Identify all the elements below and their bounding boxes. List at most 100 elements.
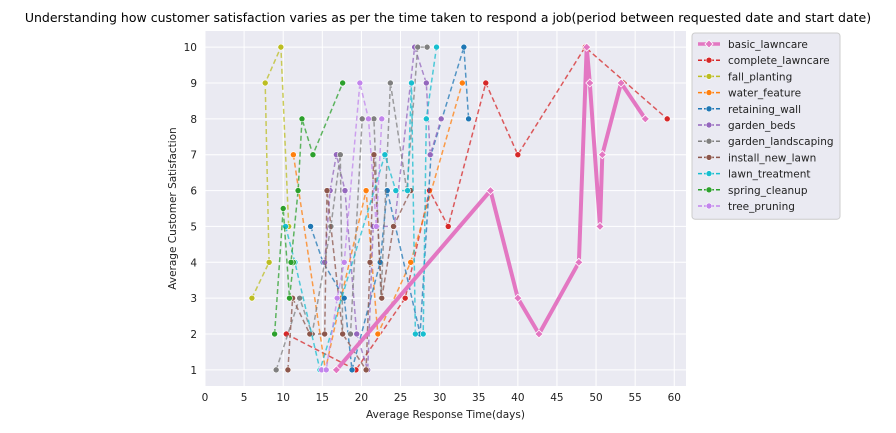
x-tick-label: 10 (277, 392, 290, 404)
data-point (407, 258, 414, 266)
series-layer (248, 42, 671, 375)
legend-label: lawn_treatment (728, 169, 811, 181)
x-tick-label: 5 (241, 392, 248, 404)
data-point (597, 150, 607, 160)
data-point (287, 258, 295, 266)
data-point (459, 79, 466, 87)
legend-box (691, 32, 841, 220)
series-fall-planting (248, 43, 292, 302)
data-point (261, 79, 269, 87)
data-point (414, 43, 422, 51)
data-point (419, 330, 427, 338)
data-point (283, 330, 290, 338)
data-point (365, 115, 372, 123)
x-tick-label: 55 (628, 392, 641, 404)
data-point (296, 294, 303, 302)
data-point (423, 43, 431, 51)
data-point (322, 366, 330, 374)
data-point (348, 366, 356, 374)
data-point (616, 78, 626, 88)
legend-item: complete_lawncare (698, 55, 830, 67)
series-line (321, 82, 383, 371)
legend-marker (705, 105, 713, 113)
series-line (284, 46, 438, 371)
x-tick-label: 35 (472, 392, 485, 404)
series-line (273, 82, 344, 335)
data-point (514, 151, 522, 159)
legend-label: install_new_lawn (728, 152, 816, 164)
data-point (408, 79, 415, 87)
data-point (370, 151, 378, 159)
data-point (321, 330, 328, 338)
data-point (534, 329, 544, 339)
legend-label: retaining_wall (728, 104, 801, 116)
legend-marker (705, 89, 713, 96)
legend-item: install_new_lawn (698, 152, 816, 164)
legend-item: garden_landscaping (698, 136, 834, 148)
data-point (341, 187, 349, 194)
data-point (482, 79, 490, 87)
data-point (392, 187, 400, 194)
data-point (358, 115, 366, 123)
data-point (513, 293, 523, 303)
legend-marker (705, 56, 713, 64)
chart-title: Understanding how customer satisfaction … (25, 10, 871, 25)
series-tree-pruning (318, 79, 386, 374)
data-point (282, 223, 289, 230)
legend-marker (705, 186, 713, 194)
data-point (378, 294, 386, 302)
y-tick-label: 4 (190, 257, 197, 269)
y-tick-label: 2 (190, 329, 197, 341)
data-point (337, 151, 344, 159)
x-tick-label: 15 (316, 392, 329, 404)
data-point (426, 151, 434, 159)
x-tick-label: 0 (202, 392, 209, 404)
data-point (362, 366, 370, 374)
data-point (574, 257, 584, 267)
data-point (423, 115, 430, 123)
y-tick-label: 6 (190, 186, 197, 198)
y-tick-label: 1 (190, 365, 197, 377)
data-point (339, 330, 346, 338)
legend-marker (705, 154, 713, 161)
legend: basic_lawncare complete_lawncare fall_plan… (691, 32, 841, 220)
data-point (277, 43, 285, 51)
y-axis-ticks: 1 2 3 4 5 6 7 8 9 10 (184, 42, 198, 377)
series-spring-cleanup (271, 79, 346, 338)
legend-item: lawn_treatment (698, 169, 811, 181)
x-tick-label: 30 (433, 392, 446, 404)
data-point (401, 294, 409, 302)
legend-item: fall_planting (698, 71, 792, 83)
data-point (356, 79, 364, 87)
x-axis-ticks: 0 5 10 15 20 25 30 35 40 45 50 55 60 (202, 392, 681, 404)
legend-label: garden_beds (728, 120, 796, 132)
y-tick-label: 3 (190, 293, 197, 305)
data-point (595, 221, 605, 231)
x-axis-label: Average Response Time(days) (366, 409, 525, 421)
data-point (437, 115, 445, 123)
legend-item: water_feature (698, 88, 801, 100)
data-point (378, 115, 386, 123)
data-point (465, 115, 472, 123)
data-point (248, 294, 256, 302)
data-point (390, 223, 397, 230)
y-tick-label: 8 (190, 114, 197, 126)
data-point (362, 187, 370, 194)
data-point (284, 366, 292, 374)
legend-marker (705, 202, 713, 210)
data-point (404, 187, 411, 194)
data-point (279, 205, 287, 212)
legend-marker (705, 170, 713, 177)
x-tick-label: 50 (589, 392, 602, 404)
legend-item: tree_pruning (698, 201, 795, 213)
data-point (433, 43, 440, 51)
data-point (286, 294, 293, 302)
data-point (347, 330, 354, 338)
y-tick-label: 10 (184, 42, 197, 54)
data-point (381, 151, 389, 159)
data-point (339, 79, 346, 87)
legend-marker (705, 73, 713, 80)
data-point (423, 79, 430, 87)
legend-item: basic_lawncare (698, 39, 808, 51)
legend-label: tree_pruning (728, 201, 795, 213)
